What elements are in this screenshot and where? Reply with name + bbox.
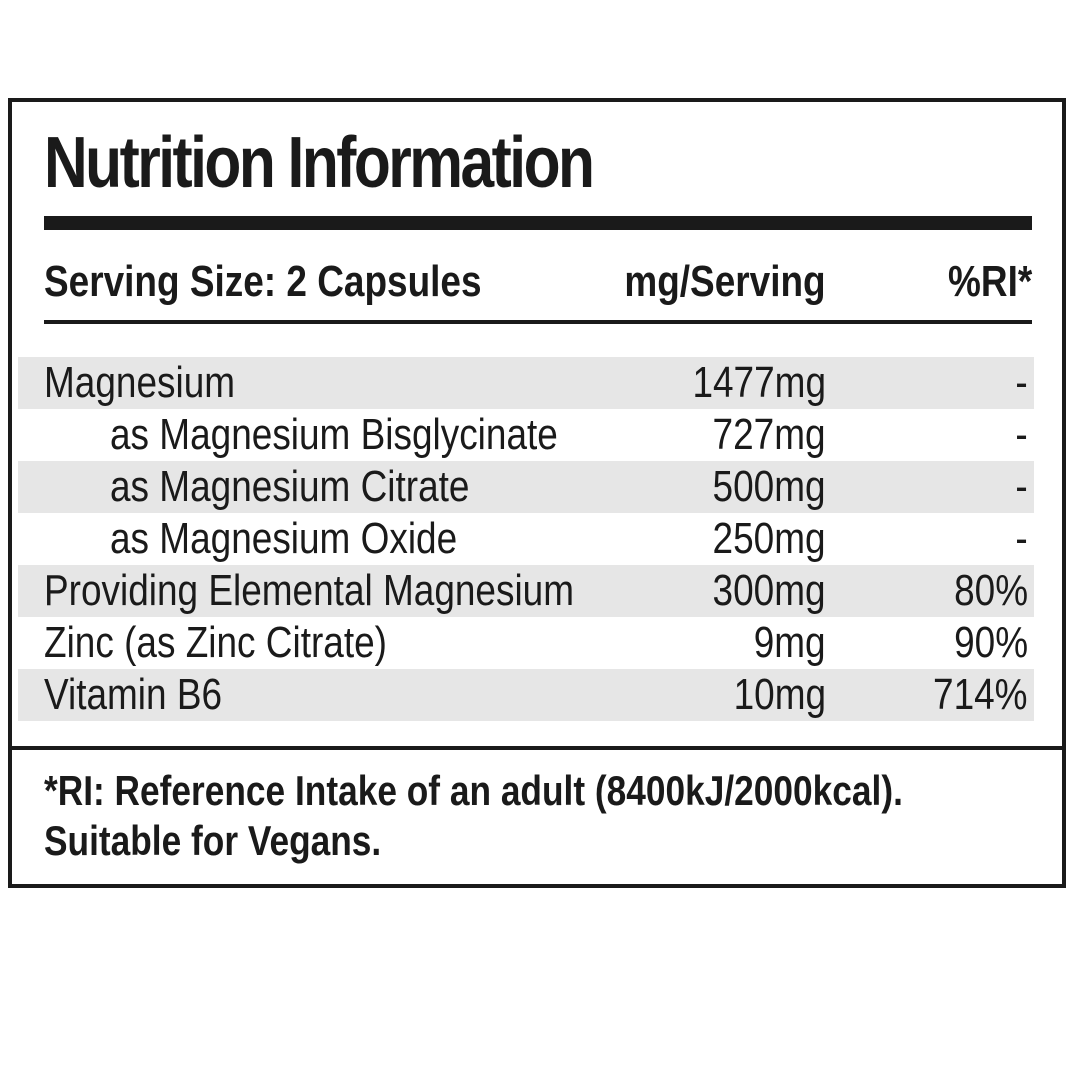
table-row: Zinc (as Zinc Citrate) 9mg 90% [18,617,1034,669]
nutrient-table: Magnesium 1477mg - as Magnesium Bisglyci… [18,357,1034,721]
table-row: as Magnesium Oxide 250mg - [18,513,1034,565]
nutrient-ri: - [1015,410,1028,459]
nutrient-amount: 9mg [754,618,826,667]
nutrient-amount: 1477mg [692,358,826,407]
header-divider [44,320,1032,324]
nutrient-amount: 727mg [712,410,826,459]
nutrient-ri: 80% [954,566,1028,615]
serving-size-label: Serving Size: 2 Capsules [44,257,482,306]
nutrient-name: Zinc (as Zinc Citrate) [44,618,387,667]
table-row: as Magnesium Citrate 500mg - [18,461,1034,513]
footer-divider [12,746,1062,750]
nutrient-name: as Magnesium Citrate [110,462,470,511]
nutrient-amount: 300mg [712,566,826,615]
footer-notes: *RI: Reference Intake of an adult (8400k… [44,766,1066,866]
ri-footnote: *RI: Reference Intake of an adult (8400k… [44,767,903,814]
nutrient-name: Vitamin B6 [44,670,223,719]
nutrient-ri: - [1015,514,1028,563]
nutrient-ri: 714% [933,670,1028,719]
page-title: Nutrition Information [44,123,595,203]
nutrient-name: as Magnesium Bisglycinate [110,410,558,459]
table-row: as Magnesium Bisglycinate 727mg - [18,409,1034,461]
table-row: Providing Elemental Magnesium 300mg 80% [18,565,1034,617]
vegan-note: Suitable for Vegans. [44,817,382,864]
nutrient-ri: - [1015,462,1028,511]
nutrition-panel: Nutrition Information Serving Size: 2 Ca… [8,98,1066,888]
nutrient-amount: 500mg [712,462,826,511]
table-row: Vitamin B6 10mg 714% [18,669,1034,721]
table-row: Magnesium 1477mg - [18,357,1034,409]
nutrient-ri: - [1015,358,1028,407]
nutrient-amount: 10mg [733,670,826,719]
table-header: Serving Size: 2 Capsules mg/Serving %RI* [44,252,1032,312]
nutrient-ri: 90% [954,618,1028,667]
nutrient-name: Magnesium [44,358,236,407]
nutrient-name: Providing Elemental Magnesium [44,566,575,615]
ri-column-header: %RI* [947,257,1032,306]
title-divider [44,216,1032,230]
nutrient-amount: 250mg [712,514,826,563]
amount-column-header: mg/Serving [624,257,826,306]
nutrient-name: as Magnesium Oxide [110,514,458,563]
